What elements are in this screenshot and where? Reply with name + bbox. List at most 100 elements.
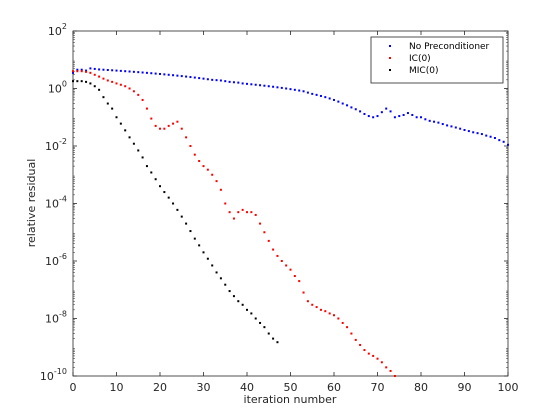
data-point: [98, 75, 101, 78]
data-point: [376, 115, 379, 118]
data-point: [333, 98, 335, 101]
data-point: [280, 260, 283, 262]
x-tick-label: 20: [153, 381, 167, 394]
data-point: [167, 124, 170, 127]
data-point: [454, 126, 457, 129]
data-point: [337, 317, 340, 320]
data-point: [219, 188, 222, 191]
data-point: [219, 79, 222, 82]
data-point: [272, 85, 275, 88]
data-point: [85, 70, 88, 73]
data-point: [398, 115, 401, 118]
data-point: [132, 90, 135, 93]
data-point: [237, 211, 240, 214]
data-point: [250, 312, 253, 315]
data-point: [128, 87, 131, 90]
data-point: [272, 248, 275, 251]
data-point: [193, 76, 196, 79]
data-point: [437, 121, 440, 124]
data-point: [224, 283, 227, 286]
data-point: [306, 91, 309, 94]
data-point: [98, 88, 101, 91]
data-point: [150, 117, 153, 120]
data-point: [498, 139, 501, 142]
x-axis-label: iteration number: [244, 393, 337, 406]
x-tick-label: 40: [240, 381, 254, 394]
data-point: [80, 70, 83, 73]
data-point: [493, 136, 496, 139]
data-point: [350, 332, 353, 335]
data-point: [141, 156, 144, 159]
data-point: [189, 230, 192, 233]
data-point: [137, 93, 140, 96]
data-point: [319, 94, 322, 97]
data-point: [363, 112, 366, 115]
data-point: [267, 332, 270, 335]
data-point: [76, 70, 79, 73]
data-point: [154, 72, 157, 75]
data-point: [259, 84, 262, 87]
data-point: [406, 112, 409, 115]
series-0: [72, 67, 509, 146]
data-point: [402, 113, 405, 116]
data-point: [263, 231, 266, 234]
data-point: [89, 82, 92, 85]
data-point: [446, 124, 449, 127]
data-point: [346, 326, 349, 329]
data-point: [302, 90, 305, 93]
data-point: [128, 70, 131, 73]
data-point: [232, 217, 235, 220]
data-point: [306, 300, 309, 303]
data-point: [159, 127, 161, 130]
data-point: [507, 143, 509, 146]
series-1: [72, 70, 396, 377]
data-point: [132, 70, 135, 73]
data-point: [315, 93, 318, 96]
data-point: [472, 131, 475, 134]
x-tick-label: 60: [327, 381, 341, 394]
data-point: [180, 215, 183, 218]
data-point: [237, 81, 240, 84]
data-point: [211, 78, 214, 81]
data-point: [389, 110, 392, 113]
data-point: [98, 68, 101, 71]
data-point: [193, 153, 196, 156]
data-point: [276, 341, 279, 344]
data-point: [189, 145, 192, 147]
data-point: [159, 185, 161, 188]
data-point: [241, 303, 244, 306]
data-point: [111, 69, 114, 72]
data-point: [293, 275, 296, 278]
data-point: [315, 306, 318, 309]
series-layer: [72, 67, 509, 377]
data-point: [198, 160, 201, 163]
data-point: [89, 67, 92, 70]
data-point: [328, 312, 331, 315]
data-point: [241, 208, 244, 211]
data-point: [172, 122, 175, 125]
data-point: [302, 291, 305, 294]
data-point: [367, 352, 370, 355]
data-point: [246, 211, 248, 214]
data-point: [93, 67, 96, 70]
data-point: [206, 257, 209, 260]
data-point: [163, 73, 166, 76]
data-point: [232, 81, 235, 84]
data-point: [272, 337, 275, 340]
data-point: [250, 83, 253, 86]
x-tick-label: 50: [284, 381, 298, 394]
data-point: [450, 125, 453, 128]
legend-box: [370, 36, 504, 84]
data-point: [85, 69, 88, 72]
data-point: [141, 71, 144, 74]
data-point: [89, 71, 92, 74]
x-tick-label: 10: [110, 381, 124, 394]
data-point: [176, 208, 179, 211]
x-tick-label: 80: [414, 381, 428, 394]
data-point: [328, 97, 331, 100]
data-point: [224, 202, 227, 205]
data-point: [502, 140, 505, 143]
data-point: [119, 122, 122, 125]
data-point: [359, 110, 362, 113]
data-point: [202, 77, 205, 80]
